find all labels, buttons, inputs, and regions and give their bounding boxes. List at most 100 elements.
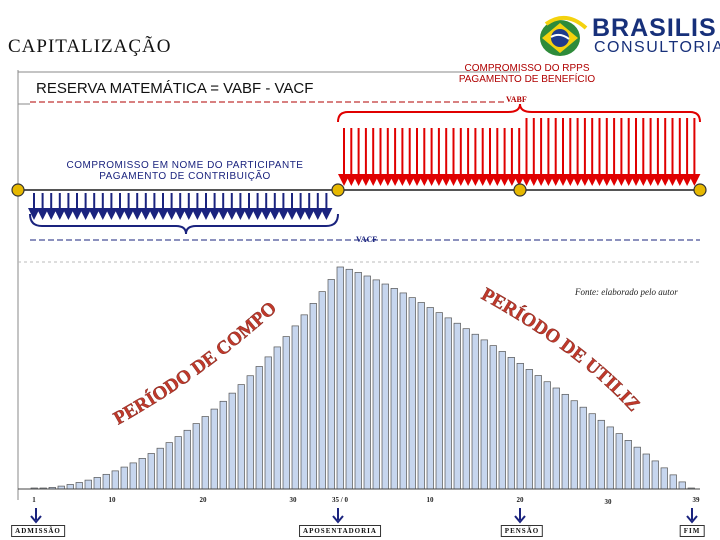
reserve-bar [561,393,569,490]
reserve-bar [183,429,191,490]
tick-label: 20 [199,496,207,504]
reserve-bar [327,279,335,490]
reserve-bar [534,375,542,490]
formula-subtitle: RESERVA MATEMÁTICA = VABF - VACF [36,80,314,97]
reserve-bar [219,400,227,490]
logo-brand-name: BRASILIS [592,14,717,42]
reserve-bar [282,336,290,490]
reserve-bar [381,283,389,490]
reserve-bar [579,406,587,490]
milestone-admission: ADMISSÃO [11,525,65,537]
retirement-marker [331,183,345,197]
reserve-bar [75,482,83,490]
reserve-bar [462,328,470,490]
reserve-bar [651,460,659,490]
reserve-bar [678,481,686,490]
reserve-bar [300,314,308,490]
reserve-bar [363,275,371,490]
reserve-bar [489,345,497,490]
reserve-bar [318,291,326,490]
reserve-bar [525,369,533,490]
reserve-bar [606,426,614,490]
milestone-pension: PENSÃO [500,525,544,537]
reserve-bar [408,297,416,490]
reserve-bar [471,333,479,490]
reserve-bar [336,266,344,490]
milestone-end: FIM [679,525,705,537]
reserve-bar [669,474,677,490]
reserve-bar [165,442,173,490]
reserve-bar [291,325,299,490]
contribution-arrows [28,193,333,220]
admission-marker [11,183,25,197]
milestone-markers [11,183,707,197]
reserve-bar [111,470,119,490]
reserve-bar [93,477,101,490]
benefit-arrows [338,118,701,186]
reserve-bar [453,322,461,490]
vabf-label: VABF [506,95,527,104]
reserve-bar [426,307,434,490]
reserve-bar [588,413,596,490]
reserve-bar [354,272,362,490]
source-note: Fonte: elaborado pelo autor [575,287,678,297]
reserve-bar [84,479,92,490]
reserve-bar [264,356,272,490]
reserve-bar [390,288,398,490]
reserve-bar [642,453,650,490]
tick-label: 35 / 0 [332,496,348,504]
brazil-flag-globe-icon [536,14,588,58]
reserve-bar [372,279,380,490]
reserve-bar [129,462,137,490]
tick-label: 30 [289,496,297,504]
reserve-bar [543,381,551,490]
reserve-bar [255,366,263,490]
tick-label: 10 [108,496,116,504]
reserve-bar [201,416,209,490]
reserve-bar [660,467,668,490]
reserve-bar [633,446,641,490]
reserve-bar [552,387,560,490]
vacf-brace [29,213,339,235]
tick-label: 1 [32,496,36,504]
tick-label: 10 [426,496,434,504]
end-marker [693,183,707,197]
reserve-bar [507,357,515,490]
reserve-bar [615,433,623,490]
reserve-bar [480,339,488,490]
logo-brand-subtitle: CONSULTORIA [594,39,720,56]
pension-marker [513,183,527,197]
reserve-bar [570,400,578,490]
reserve-bar [273,346,281,490]
milestone-retirement: APOSENTADORIA [299,525,381,537]
reserve-bar [345,268,353,490]
reserve-bar [210,408,218,490]
reserve-bar [138,458,146,490]
reserve-bar [237,384,245,490]
reserve-bar [147,453,155,490]
reserve-bar [156,447,164,490]
participant-commitment-label: COMPROMISSO EM NOME DO PARTICIPANTE PAGA… [66,160,304,182]
page-title: CAPITALIZAÇÃO [8,36,172,57]
tick-label: 30 [604,498,612,506]
reserve-bar [399,292,407,490]
reserve-bar [435,312,443,490]
reserve-bar [66,484,74,490]
tick-label: 39 [692,496,700,504]
tick-label: 20 [516,496,524,504]
reserve-bar [102,473,110,490]
reserve-bar [516,362,524,490]
reserve-bar [309,303,317,490]
vabf-brace [337,103,701,123]
reserve-bar [174,436,182,490]
reserve-bar [498,351,506,490]
reserve-bar [192,423,200,490]
reserve-bar [444,317,452,490]
rpps-commitment-label: COMPROMISSO DO RPPS PAGAMENTO DE BENEFÍC… [458,63,596,85]
reserve-bar [597,419,605,490]
reserve-bar [417,302,425,490]
reserve-bar [228,392,236,490]
reserve-bar [246,375,254,490]
reserve-bar [120,466,128,490]
